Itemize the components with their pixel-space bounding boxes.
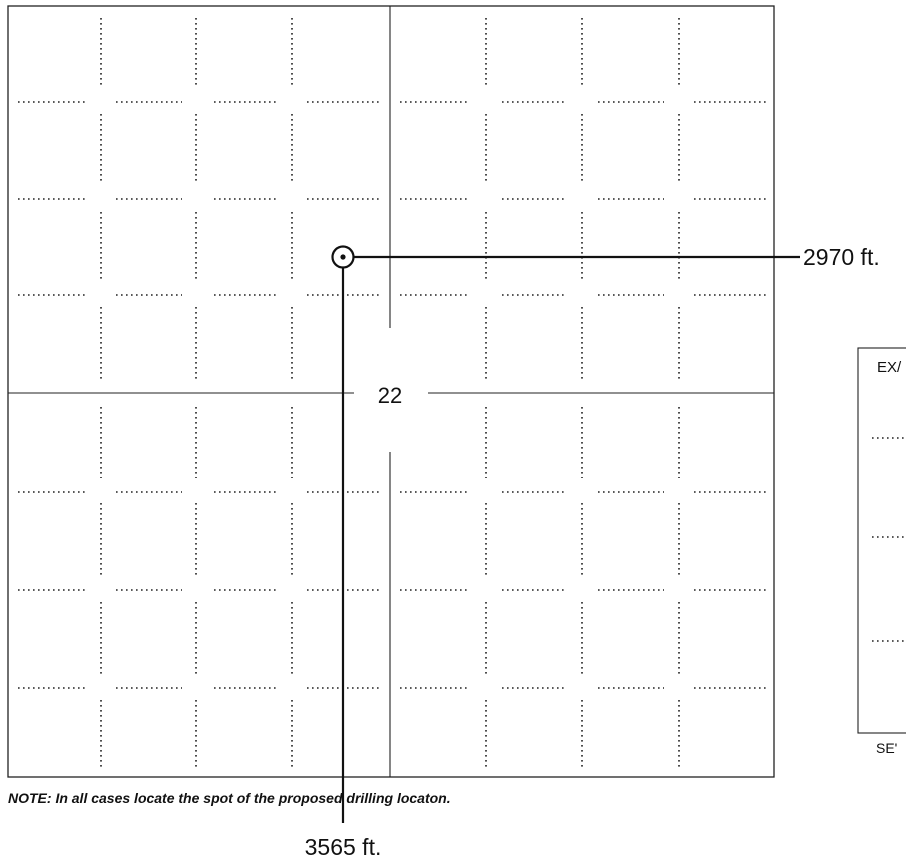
example-panel-border — [857, 347, 906, 734]
measure-label-east: 2970 ft. — [803, 244, 880, 270]
location-note: NOTE: In all cases locate the spot of th… — [8, 790, 451, 806]
example-panel-footer: SE' — [876, 740, 897, 756]
example-panel-heading: EX/ — [877, 359, 902, 376]
measure-label-south: 3565 ft. — [305, 834, 382, 860]
example-panel: EX/ SE' — [857, 347, 906, 756]
well-location-dot — [340, 254, 346, 260]
section-boundary — [7, 5, 775, 778]
section-number: 22 — [378, 383, 402, 408]
dotted-subdivision-grid — [18, 18, 766, 770]
